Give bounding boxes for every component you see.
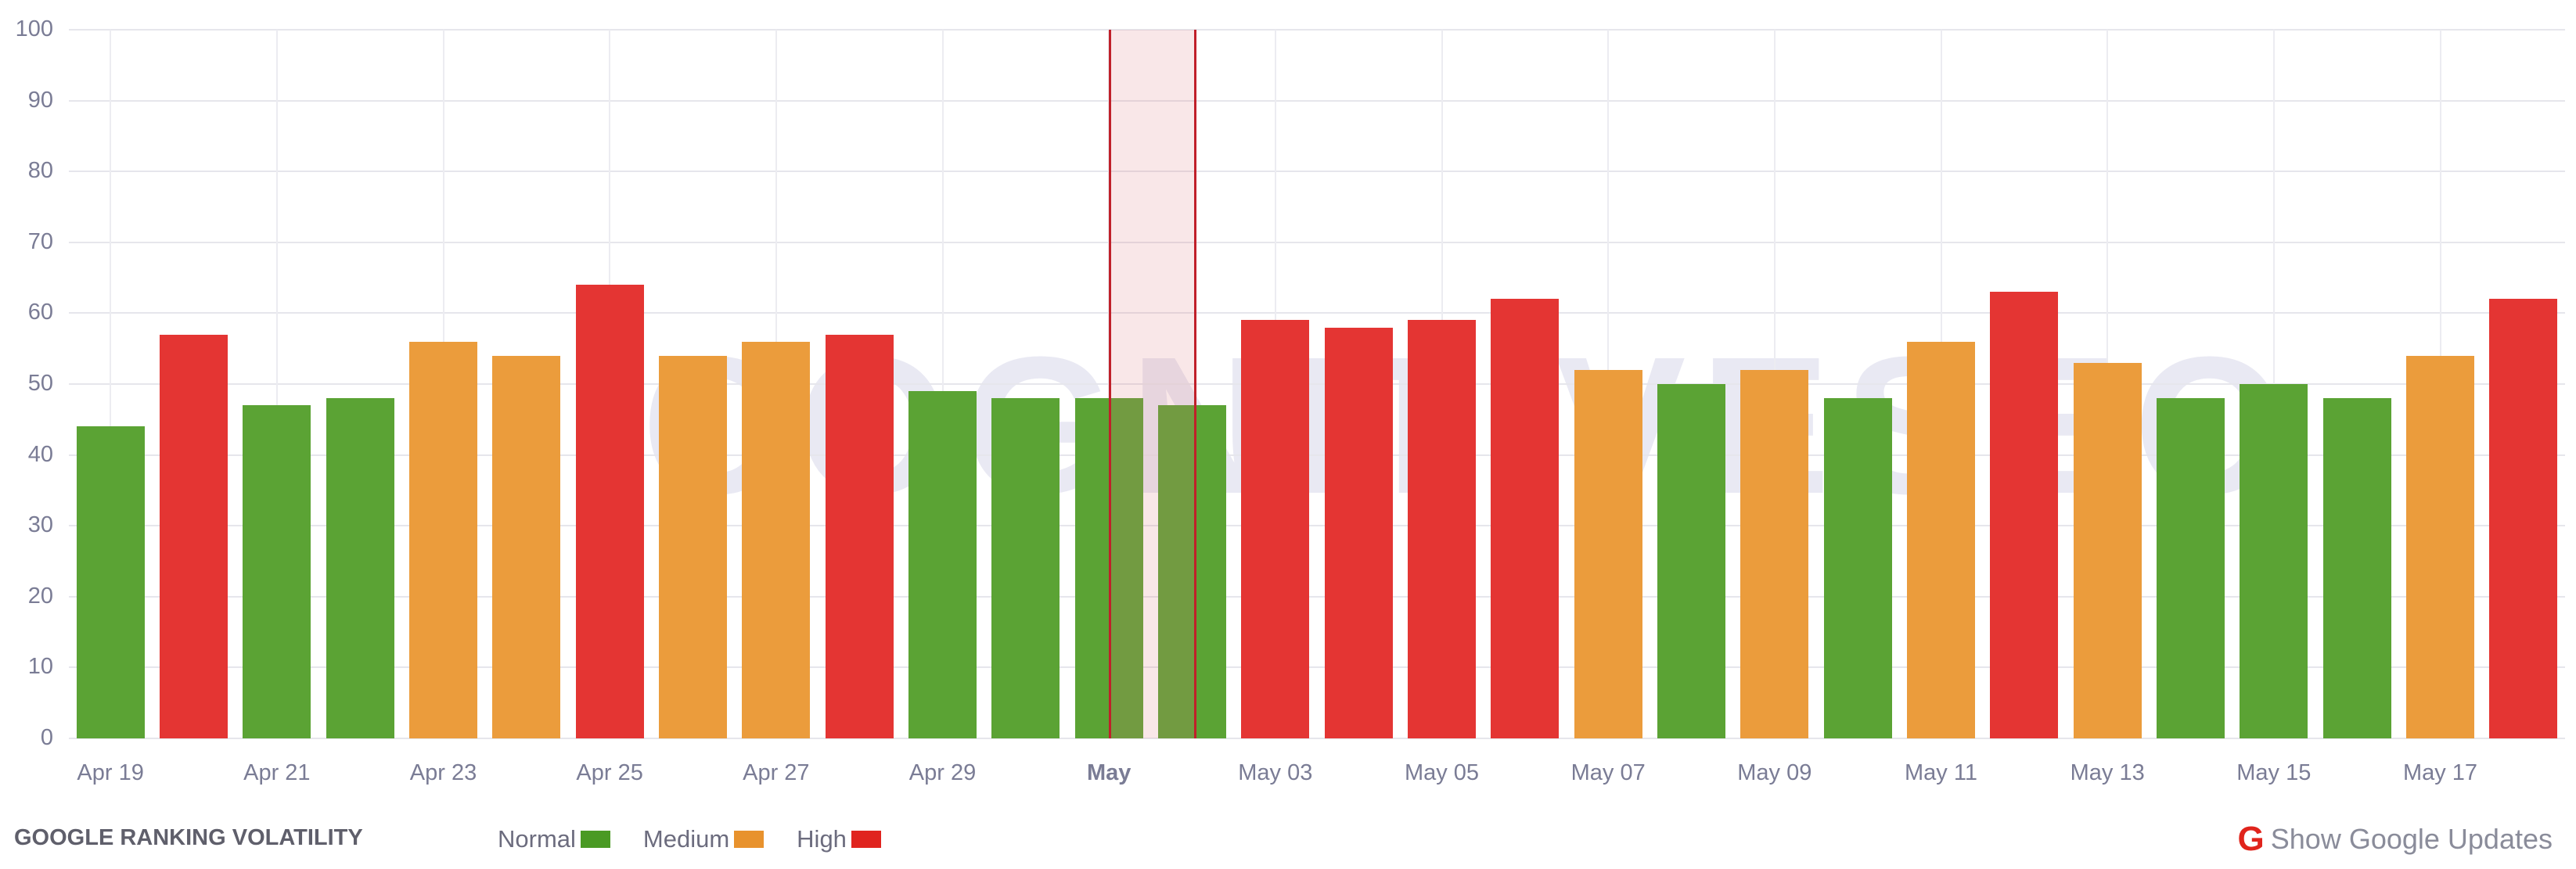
y-axis-tick-label: 0 bbox=[40, 725, 53, 750]
bar-may-06[interactable] bbox=[1491, 299, 1560, 738]
gridline-horizontal bbox=[69, 241, 2565, 243]
bar-may-14[interactable] bbox=[2156, 398, 2225, 738]
google-icon: G bbox=[2237, 820, 2265, 858]
legend-swatch-medium bbox=[734, 831, 765, 848]
bar-may-09[interactable] bbox=[1740, 369, 1809, 738]
y-axis-tick-label: 50 bbox=[27, 371, 53, 396]
y-axis-tick-label: 100 bbox=[15, 16, 53, 41]
y-axis-tick-label: 80 bbox=[27, 158, 53, 184]
bar-apr-19[interactable] bbox=[76, 426, 145, 738]
bar-apr-23[interactable] bbox=[408, 341, 478, 738]
bar-apr-30[interactable] bbox=[991, 398, 1060, 738]
gridline-horizontal bbox=[69, 171, 2565, 173]
gridline-vertical bbox=[941, 30, 944, 738]
bar-apr-24[interactable] bbox=[492, 355, 561, 738]
bar-apr-27[interactable] bbox=[742, 341, 811, 738]
show-google-updates-button[interactable]: G Show Google Updates bbox=[2238, 820, 2553, 859]
bar-apr-21[interactable] bbox=[243, 405, 311, 738]
gridline-horizontal bbox=[69, 454, 2565, 456]
x-axis-tick-label: Apr 23 bbox=[409, 760, 477, 785]
bar-apr-20[interactable] bbox=[159, 334, 228, 738]
gridline-horizontal bbox=[69, 738, 2565, 739]
legend: Normal Medium High bbox=[498, 825, 914, 853]
x-axis-tick-label: May 03 bbox=[1238, 760, 1313, 785]
bar-apr-22[interactable] bbox=[326, 398, 394, 738]
x-axis-tick-label: May 05 bbox=[1404, 760, 1480, 785]
x-axis-tick-label: Apr 19 bbox=[77, 760, 144, 785]
gridline-vertical bbox=[275, 30, 278, 738]
x-axis-tick-label: May 11 bbox=[1905, 760, 1977, 785]
show-google-updates-label: Show Google Updates bbox=[2270, 823, 2553, 855]
gridline-horizontal bbox=[69, 525, 2565, 527]
x-axis-tick-label: May 07 bbox=[1570, 760, 1646, 785]
x-axis-tick-label: Apr 25 bbox=[576, 760, 643, 785]
bar-may-16[interactable] bbox=[2322, 398, 2391, 738]
gridline-horizontal bbox=[69, 383, 2565, 385]
y-axis-tick-label: 10 bbox=[27, 654, 53, 680]
bar-may-10[interactable] bbox=[1823, 398, 1892, 738]
bar-may-18[interactable] bbox=[2489, 299, 2558, 738]
x-axis-tick-label: May 09 bbox=[1737, 760, 1812, 785]
bar-may-13[interactable] bbox=[2073, 362, 2142, 738]
legend-label-normal: Normal bbox=[498, 825, 576, 853]
x-axis-tick-label: May 13 bbox=[2070, 760, 2145, 785]
bar-may-12[interactable] bbox=[1990, 292, 2059, 738]
gridline-vertical bbox=[110, 30, 112, 738]
x-axis-tick-label: Apr 27 bbox=[743, 760, 810, 785]
gridline-horizontal bbox=[69, 29, 2565, 31]
bar-may-04[interactable] bbox=[1324, 327, 1393, 738]
y-axis-tick-label: 30 bbox=[27, 512, 53, 538]
legend-swatch-normal bbox=[580, 831, 610, 848]
x-axis-tick-label: Apr 29 bbox=[908, 760, 977, 785]
gridline-horizontal bbox=[69, 595, 2565, 598]
bar-apr-29[interactable] bbox=[908, 391, 977, 738]
bar-apr-28[interactable] bbox=[825, 334, 894, 738]
x-axis-tick-label: May 15 bbox=[2236, 760, 2312, 785]
bar-apr-26[interactable] bbox=[658, 355, 728, 738]
x-axis-tick-label: May 17 bbox=[2402, 760, 2478, 785]
y-axis-tick-label: 90 bbox=[27, 87, 53, 113]
chart-title: GOOGLE RANKING VOLATILITY bbox=[14, 825, 363, 850]
bar-may-07[interactable] bbox=[1574, 369, 1642, 738]
y-axis-tick-label: 60 bbox=[27, 300, 53, 325]
legend-label-high: High bbox=[797, 825, 847, 853]
google-update-highlight-band[interactable] bbox=[1109, 30, 1197, 738]
legend-swatch-high bbox=[851, 831, 881, 848]
bar-may-02[interactable] bbox=[1157, 405, 1227, 738]
bar-may-17[interactable] bbox=[2405, 355, 2475, 738]
bar-may-03[interactable] bbox=[1241, 320, 1310, 738]
gridline-horizontal bbox=[69, 99, 2565, 102]
legend-label-medium: Medium bbox=[642, 825, 730, 853]
gridline-horizontal bbox=[69, 666, 2565, 669]
gridline-horizontal bbox=[69, 312, 2565, 314]
x-axis-tick-label: Apr 21 bbox=[243, 760, 311, 785]
bar-apr-25[interactable] bbox=[575, 285, 644, 738]
bar-may-15[interactable] bbox=[2240, 384, 2308, 738]
bar-may-08[interactable] bbox=[1657, 384, 1726, 738]
bar-may-11[interactable] bbox=[1906, 341, 1976, 738]
y-axis-tick-label: 40 bbox=[27, 441, 53, 467]
x-axis-tick-label: May bbox=[1086, 760, 1131, 785]
y-axis-tick-label: 70 bbox=[27, 228, 53, 254]
bar-may-05[interactable] bbox=[1407, 320, 1477, 738]
y-axis-tick-label: 20 bbox=[27, 583, 53, 609]
